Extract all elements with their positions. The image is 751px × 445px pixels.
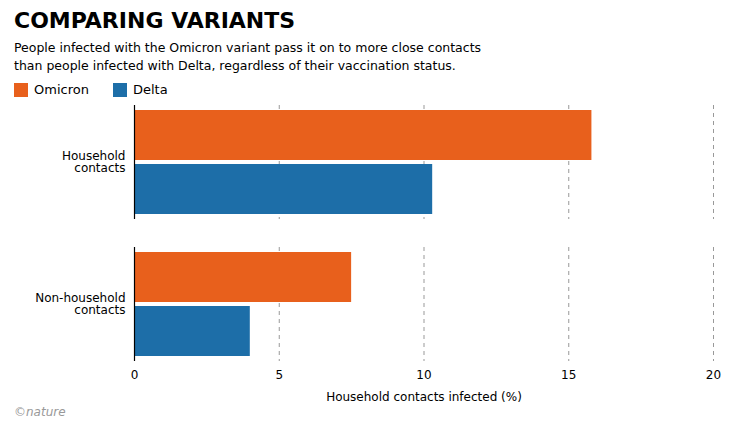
svg-text:15: 15 [561,368,576,382]
svg-text:10: 10 [416,368,431,382]
html-text:People infected with the Omicr: People infected with the Omicron variant… [14,40,482,73]
svg-text:20: 20 [706,368,721,382]
html-text:COMPARING VARIANTS: COMPARING VARIANTS [14,8,296,33]
html-text:Omicron: Omicron [34,82,89,98]
html-text:©nature: ©nature [14,405,66,419]
html-text:Delta: Delta [132,82,168,98]
svg-text:0: 0 [131,368,139,382]
svg-text:Non-householdcontacts: Non-householdcontacts [35,292,125,318]
svg-text:Household contacts infected (%: Household contacts infected (%) [326,390,522,403]
svg-text:5: 5 [275,368,283,382]
svg-text:Householdcontacts: Householdcontacts [62,150,126,176]
